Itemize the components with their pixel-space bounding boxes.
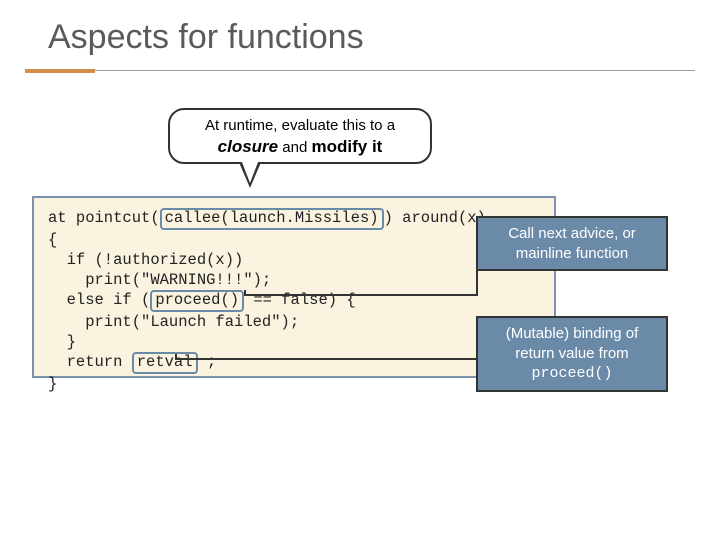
callout2-line1: (Mutable) binding of [506,325,639,342]
slide-title: Aspects for functions [0,0,720,63]
title-rule [0,69,720,73]
bubble-line1: At runtime, evaluate this to a [205,117,395,134]
rule-line [95,70,695,71]
callout1-line1: Call next advice, or [508,225,636,242]
callout-proceed: Call next advice, or mainline function [476,216,668,271]
connector-retval [175,358,478,360]
highlight-proceed: proceed() [150,290,244,312]
code-l5a: else if ( [48,291,150,309]
highlight-retval: retval [132,352,198,374]
connector-proceed [244,294,478,296]
code-l8a: return [48,353,132,371]
code-l9: } [48,375,57,393]
callout2-line3: proceed() [531,365,612,382]
code-l3: if (!authorized(x)) [48,251,243,269]
code-l8b: ; [198,353,217,371]
bubble-closure: closure [218,137,278,156]
callout-retval: (Mutable) binding of return value from p… [476,316,668,392]
code-l7: } [48,333,76,351]
connector-proceed-v [244,290,246,296]
code-l1b: ) around(x) [384,209,486,227]
code-l1a: at pointcut( [48,209,160,227]
rule-accent [25,69,95,73]
callout1-line2: mainline function [516,245,629,262]
bubble-and: and [278,139,311,156]
speech-bubble: At runtime, evaluate this to a closure a… [168,108,432,164]
connector-proceed-up [476,255,478,296]
code-l6: print("Launch failed"); [48,313,299,331]
bubble-tail-inner [240,157,260,183]
callout2-line2: return value from [515,345,628,362]
connector-retval-v [175,354,177,360]
bubble-modify: modify it [312,137,383,156]
code-l2: { [48,231,57,249]
code-l4: print("WARNING!!!"); [48,271,271,289]
highlight-callee: callee(launch.Missiles) [160,208,384,230]
